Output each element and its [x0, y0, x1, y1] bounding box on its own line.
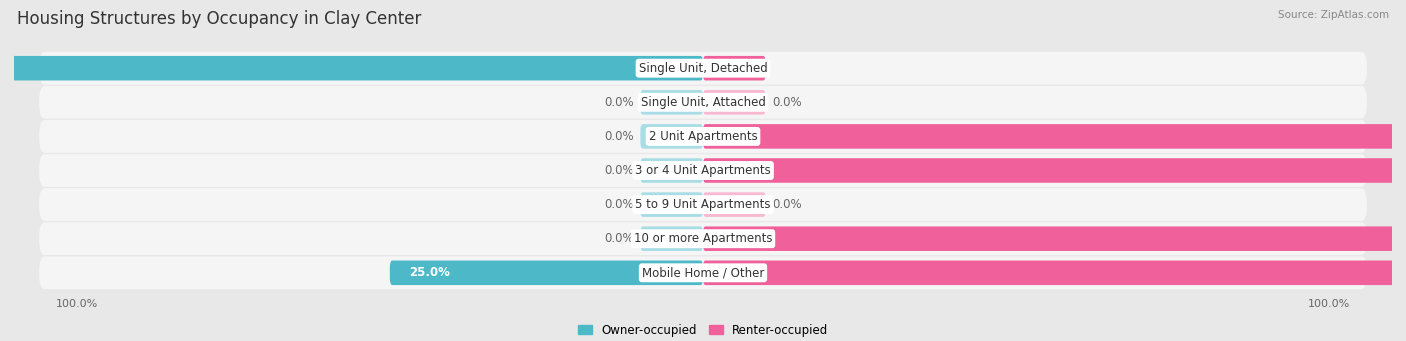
FancyBboxPatch shape [39, 256, 1367, 289]
FancyBboxPatch shape [39, 52, 1367, 85]
Text: 10 or more Apartments: 10 or more Apartments [634, 232, 772, 245]
Legend: Owner-occupied, Renter-occupied: Owner-occupied, Renter-occupied [572, 319, 834, 341]
FancyBboxPatch shape [703, 124, 1406, 149]
Text: 5 to 9 Unit Apartments: 5 to 9 Unit Apartments [636, 198, 770, 211]
Text: 5.0%: 5.0% [714, 62, 747, 75]
Text: Single Unit, Detached: Single Unit, Detached [638, 62, 768, 75]
Text: Mobile Home / Other: Mobile Home / Other [641, 266, 765, 279]
FancyBboxPatch shape [703, 261, 1406, 285]
Text: 0.0%: 0.0% [605, 198, 634, 211]
FancyBboxPatch shape [39, 188, 1367, 221]
Text: Source: ZipAtlas.com: Source: ZipAtlas.com [1278, 10, 1389, 20]
FancyBboxPatch shape [39, 86, 1367, 119]
FancyBboxPatch shape [703, 226, 1406, 251]
FancyBboxPatch shape [640, 226, 703, 251]
Text: 0.0%: 0.0% [605, 164, 634, 177]
FancyBboxPatch shape [0, 56, 703, 80]
FancyBboxPatch shape [703, 158, 1406, 183]
FancyBboxPatch shape [640, 192, 703, 217]
Text: 25.0%: 25.0% [409, 266, 450, 279]
FancyBboxPatch shape [39, 222, 1367, 255]
Text: 3 or 4 Unit Apartments: 3 or 4 Unit Apartments [636, 164, 770, 177]
FancyBboxPatch shape [703, 192, 766, 217]
FancyBboxPatch shape [640, 124, 703, 149]
Text: Single Unit, Attached: Single Unit, Attached [641, 96, 765, 109]
FancyBboxPatch shape [703, 90, 766, 115]
Text: 0.0%: 0.0% [772, 198, 801, 211]
Text: 0.0%: 0.0% [772, 96, 801, 109]
FancyBboxPatch shape [389, 261, 703, 285]
FancyBboxPatch shape [640, 158, 703, 183]
FancyBboxPatch shape [640, 90, 703, 115]
FancyBboxPatch shape [39, 154, 1367, 187]
FancyBboxPatch shape [703, 56, 766, 80]
Text: 0.0%: 0.0% [605, 96, 634, 109]
Text: 0.0%: 0.0% [605, 130, 634, 143]
Text: 0.0%: 0.0% [605, 232, 634, 245]
FancyBboxPatch shape [39, 120, 1367, 153]
Text: 2 Unit Apartments: 2 Unit Apartments [648, 130, 758, 143]
Text: Housing Structures by Occupancy in Clay Center: Housing Structures by Occupancy in Clay … [17, 10, 422, 28]
